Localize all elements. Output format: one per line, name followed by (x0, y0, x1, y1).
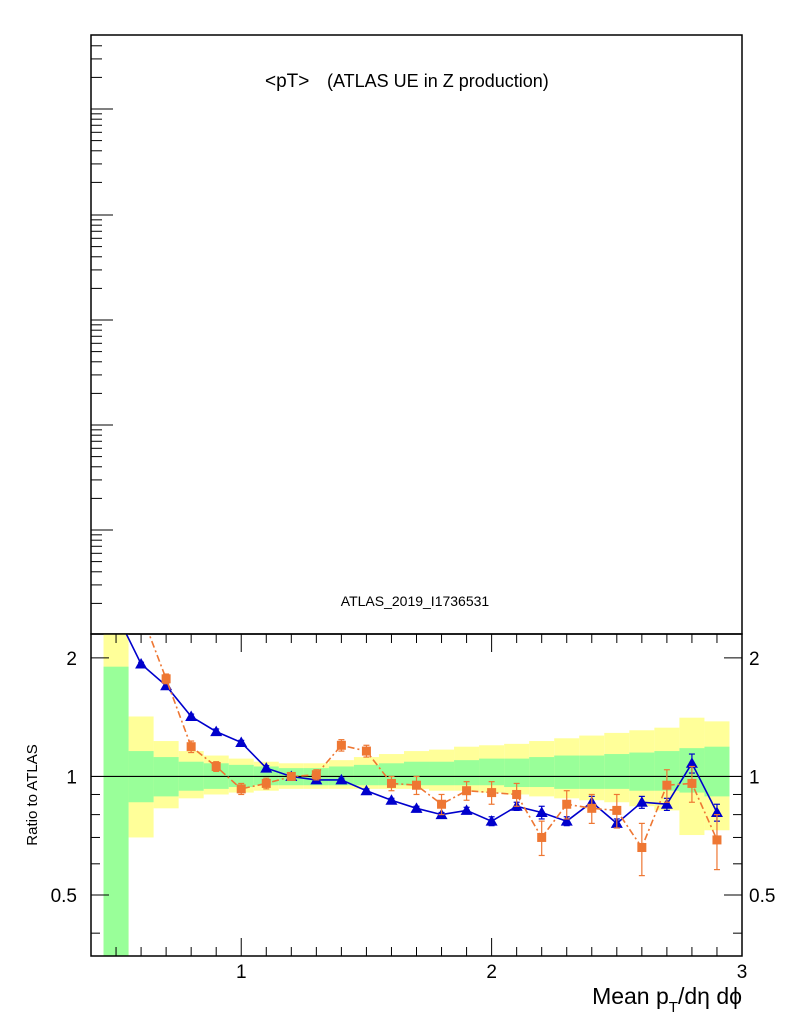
y-tick-label-left-2: 2 (66, 649, 77, 670)
green-band-11 (378, 763, 404, 786)
series-0-point-18 (560, 815, 573, 826)
green-band-24 (704, 746, 730, 797)
series-0-point-17 (535, 806, 548, 817)
x-tick-label-3: 3 (737, 962, 748, 983)
series-1-point-7 (311, 770, 321, 780)
series-1-point-19 (612, 805, 622, 815)
series-1-point-12 (437, 799, 447, 809)
y-tick-label-right-2: 2 (749, 649, 760, 670)
chart-subtitle: (ATLAS UE in Z production) (327, 71, 549, 91)
green-band-16 (504, 758, 530, 788)
y-tick-label-left-0.5: 0.5 (51, 886, 77, 907)
series-1-point-9 (361, 746, 371, 756)
series-1-point-22 (687, 778, 697, 788)
y-axis-label: Ratio to ATLAS (24, 744, 41, 845)
green-band-13 (429, 761, 455, 786)
series-0-point-1 (135, 657, 148, 669)
series-0-point-15 (485, 815, 498, 826)
series-0-point-21 (635, 796, 648, 807)
x-axis-label-suffix: /dη dϕ (678, 983, 742, 1009)
green-band-0 (103, 666, 129, 956)
series-1-point-13 (462, 786, 472, 796)
series-0-point-14 (460, 804, 473, 815)
series-1-point-10 (386, 778, 396, 788)
x-axis-label-main: Mean p (592, 983, 669, 1009)
green-band-14 (454, 760, 480, 786)
ratio-panel: 0.5 0.5 1 1 2 2 1 2 3 Ratio to ATLAS Mean pT/dη… (24, 633, 776, 1016)
series-1-point-14 (487, 788, 497, 798)
series-1-point-2 (186, 742, 196, 752)
x-axis-label: Mean pT/dη dϕ (592, 983, 742, 1016)
green-band-10 (353, 764, 379, 786)
green-band-19 (579, 755, 605, 789)
series-0-point-11 (385, 794, 398, 805)
series-1-point-11 (412, 780, 421, 790)
series-0-point-10 (360, 784, 373, 796)
y-tick-label-right-0.5: 0.5 (749, 886, 775, 907)
series-0-point-4 (210, 725, 223, 737)
series-1-point-4 (236, 784, 246, 794)
green-band-18 (554, 755, 580, 789)
series-1-point-5 (261, 778, 271, 788)
series-0-point-5 (235, 736, 248, 747)
green-band-12 (403, 761, 430, 786)
series-0-point-23 (685, 757, 698, 768)
x-tick-label-2: 2 (486, 962, 497, 983)
ratio-panel-ticks (91, 634, 742, 956)
x-tick-labels: 1 2 3 (236, 962, 747, 983)
x-axis-label-subscript: T (669, 999, 678, 1016)
series-1-point-20 (637, 843, 647, 853)
series-1-point-17 (562, 799, 572, 809)
series-1-point-1 (161, 674, 171, 684)
main-panel: <pT> (ATLAS UE in Z production) ATLAS_20… (90, 34, 743, 635)
analysis-label: ATLAS_2019_I1736531 (341, 593, 490, 609)
series-1-point-3 (211, 761, 221, 771)
x-tick-label-1: 1 (236, 962, 247, 983)
series-0-point-6 (260, 762, 273, 773)
y-tick-label-right-1: 1 (749, 767, 760, 788)
chart-title: <pT> (265, 71, 309, 92)
series-1-point-15 (512, 789, 522, 799)
series-1-point-8 (336, 740, 346, 750)
green-band-21 (629, 752, 655, 791)
series-1-point-16 (537, 832, 547, 842)
series-layer (125, 634, 723, 877)
green-band-20 (604, 754, 630, 789)
series-1-point-21 (662, 780, 672, 790)
series-1-point-23 (712, 835, 722, 845)
series-0-point-12 (410, 802, 423, 813)
green-band-17 (529, 757, 555, 788)
series-0-point-22 (660, 798, 673, 809)
main-panel-ticks (91, 45, 113, 604)
series-0-point-3 (185, 710, 198, 721)
series-1-point-6 (286, 771, 296, 781)
series-0-point-9 (335, 773, 348, 785)
green-band-15 (479, 758, 505, 786)
y-tick-label-left-1: 1 (66, 767, 77, 788)
series-1-line (148, 634, 718, 850)
ratio-y-tick-labels: 0.5 0.5 1 1 2 2 (51, 649, 776, 907)
series-1-point-18 (587, 803, 597, 813)
